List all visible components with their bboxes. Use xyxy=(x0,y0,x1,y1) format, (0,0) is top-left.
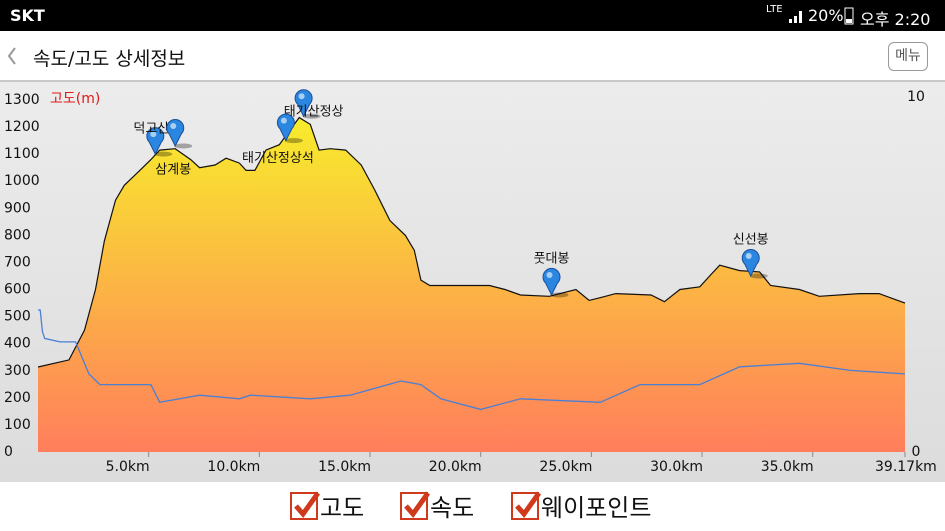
pin-highlight xyxy=(745,253,752,259)
x-tick-label: 10.0km xyxy=(207,459,260,475)
pin-shadow xyxy=(284,138,303,144)
elevation-area xyxy=(38,117,905,452)
legend-label: 고도 xyxy=(320,494,365,522)
waypoint-label: 덕고산 xyxy=(133,122,169,137)
battery: 20% xyxy=(808,6,844,25)
pin-highlight xyxy=(546,271,553,278)
x-tick-label: 35.0km xyxy=(761,459,814,475)
check-mark xyxy=(515,491,542,518)
legend-checkbox[interactable]: 웨이포인트 xyxy=(511,488,651,523)
checkbox[interactable] xyxy=(400,491,431,520)
check-mark xyxy=(404,491,431,518)
y-tick-label: 900 xyxy=(4,200,31,216)
y-tick-label: 600 xyxy=(4,282,31,298)
legend-label: 속도 xyxy=(430,494,475,522)
y-tick-label: 100 xyxy=(4,417,31,433)
page-title: 속도/고도 상세정보 xyxy=(33,48,186,70)
legend-checkbox[interactable]: 속도 xyxy=(400,488,474,523)
pin-highlight xyxy=(150,131,157,138)
signal-icon xyxy=(789,11,802,23)
check-mark xyxy=(294,491,321,518)
pin-shadow xyxy=(749,273,768,279)
header: 속도/고도 상세정보 메뉴 xyxy=(0,31,945,82)
x-tick-label: 30.0km xyxy=(650,459,703,475)
y-tick-label: 800 xyxy=(4,227,31,243)
back-button[interactable] xyxy=(4,45,20,67)
y-axis-label: 고도(m) xyxy=(50,91,100,107)
y-tick-label: 200 xyxy=(4,390,31,406)
waypoint-label: 태기산정상석 xyxy=(242,151,314,166)
chart: 고도(m) 0100200300400500600700800900100011… xyxy=(0,82,945,482)
y-tick-label: 300 xyxy=(4,363,31,379)
elevation-line xyxy=(37,116,906,368)
x-tick-label: 20.0km xyxy=(429,459,482,475)
y-tick-label: 1100 xyxy=(4,146,40,162)
y-tick-label: 700 xyxy=(4,254,31,270)
y-tick-label: 400 xyxy=(4,336,31,352)
x-tick-label: 15.0km xyxy=(318,459,371,475)
network: LTE xyxy=(766,4,783,15)
legend-label: 웨이포인트 xyxy=(541,494,652,522)
y-tick-label: 500 xyxy=(4,309,31,325)
waypoint-label: 삼계봉 xyxy=(155,163,191,178)
waypoint xyxy=(741,249,768,279)
legend: 고도 속도 웨이포인트 xyxy=(0,482,945,531)
pin-shadow xyxy=(174,143,193,149)
waypoint xyxy=(146,127,173,157)
waypoint xyxy=(166,119,193,149)
status-bar: SKT LTE 20% 오후 2:20 xyxy=(0,0,945,31)
battery-icon xyxy=(844,7,854,25)
pin-highlight xyxy=(170,123,177,130)
checkbox[interactable] xyxy=(511,491,542,520)
legend-checkbox[interactable]: 고도 xyxy=(290,488,364,523)
menu-button[interactable]: 메뉴 xyxy=(888,42,928,71)
waypoint xyxy=(276,113,303,144)
y-tick-label: 1300 xyxy=(4,92,40,108)
y2-tick-label: 10 xyxy=(907,89,925,105)
clock: 오후 2:20 xyxy=(860,10,931,29)
waypoint xyxy=(294,89,321,119)
x-tick-label: 39.17km xyxy=(875,459,937,475)
x-tick-label: 25.0km xyxy=(539,459,592,475)
speed-line xyxy=(38,309,906,411)
pin-highlight xyxy=(298,93,305,100)
y-tick-label: 1200 xyxy=(4,119,40,135)
pin-shadow xyxy=(302,113,321,119)
y-tick-label: 1000 xyxy=(4,173,40,189)
pin-highlight xyxy=(280,117,287,124)
checkbox[interactable] xyxy=(290,491,321,520)
waypoint-label: 태기산정상 xyxy=(284,105,344,120)
x-tick-label: 5.0km xyxy=(106,459,150,475)
carrier: SKT xyxy=(10,6,45,25)
y-tick-label: 0 xyxy=(4,444,13,460)
y2-tick-label: 0 xyxy=(912,444,921,460)
pin-shadow xyxy=(550,292,569,298)
waypoint-label: 신선봉 xyxy=(733,233,769,248)
waypoint xyxy=(542,268,569,298)
waypoint-label: 풋대봉 xyxy=(534,251,570,266)
pin-shadow xyxy=(154,151,173,157)
